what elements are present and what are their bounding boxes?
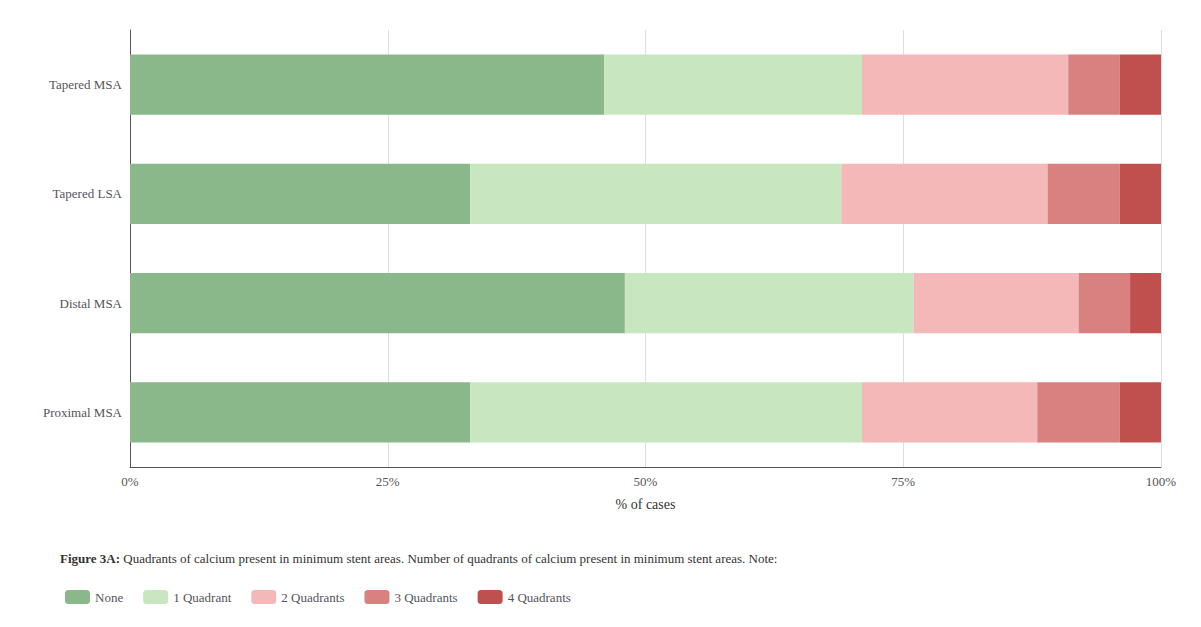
svg-text:100%: 100% [1146, 474, 1177, 489]
svg-text:Proximal MSA: Proximal MSA [43, 405, 123, 420]
svg-text:Tapered MSA: Tapered MSA [49, 77, 123, 92]
svg-text:75%: 75% [891, 474, 915, 489]
svg-text:3 Quadrants: 3 Quadrants [394, 590, 457, 605]
svg-text:0%: 0% [121, 474, 139, 489]
svg-text:1 Quadrant: 1 Quadrant [173, 590, 232, 605]
svg-text:2 Quadrants: 2 Quadrants [281, 590, 344, 605]
svg-text:4 Quadrants: 4 Quadrants [508, 590, 571, 605]
svg-text:Figure 3A:: Figure 3A: [60, 551, 120, 566]
svg-text:Tapered LSA: Tapered LSA [53, 186, 123, 201]
svg-text:Quadrants of calcium present i: Quadrants of calcium present in minimum … [120, 551, 777, 566]
svg-text:25%: 25% [376, 474, 400, 489]
svg-text:None: None [95, 590, 123, 605]
svg-text:% of cases: % of cases [616, 497, 676, 512]
svg-text:Distal MSA: Distal MSA [60, 296, 123, 311]
svg-text:50%: 50% [634, 474, 658, 489]
